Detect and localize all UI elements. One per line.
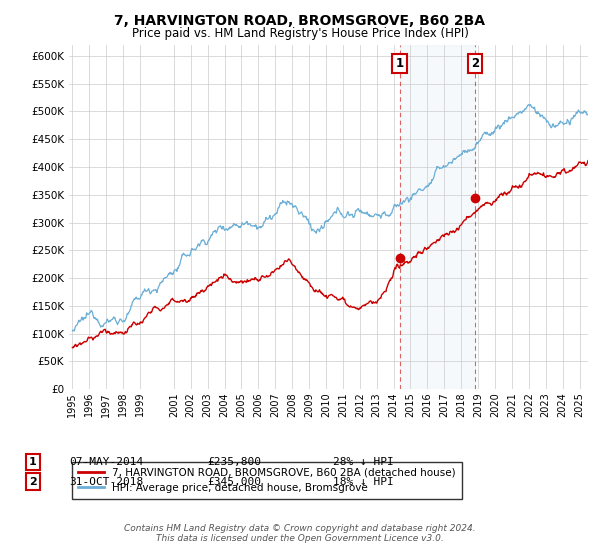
Text: Contains HM Land Registry data © Crown copyright and database right 2024.
This d: Contains HM Land Registry data © Crown c… [124, 524, 476, 543]
Text: 2: 2 [29, 477, 37, 487]
Text: 07-MAY-2014: 07-MAY-2014 [69, 457, 143, 467]
Text: 7, HARVINGTON ROAD, BROMSGROVE, B60 2BA: 7, HARVINGTON ROAD, BROMSGROVE, B60 2BA [115, 14, 485, 28]
Text: 2: 2 [471, 57, 479, 70]
Text: 1: 1 [29, 457, 37, 467]
Text: 31-OCT-2018: 31-OCT-2018 [69, 477, 143, 487]
Text: 28% ↓ HPI: 28% ↓ HPI [333, 457, 394, 467]
Legend: 7, HARVINGTON ROAD, BROMSGROVE, B60 2BA (detached house), HPI: Average price, de: 7, HARVINGTON ROAD, BROMSGROVE, B60 2BA … [71, 461, 462, 500]
Bar [400, 45, 475, 389]
Text: 18% ↓ HPI: 18% ↓ HPI [333, 477, 394, 487]
Text: £345,000: £345,000 [207, 477, 261, 487]
Text: Price paid vs. HM Land Registry's House Price Index (HPI): Price paid vs. HM Land Registry's House … [131, 27, 469, 40]
Text: £235,800: £235,800 [207, 457, 261, 467]
Text: 1: 1 [395, 57, 404, 70]
